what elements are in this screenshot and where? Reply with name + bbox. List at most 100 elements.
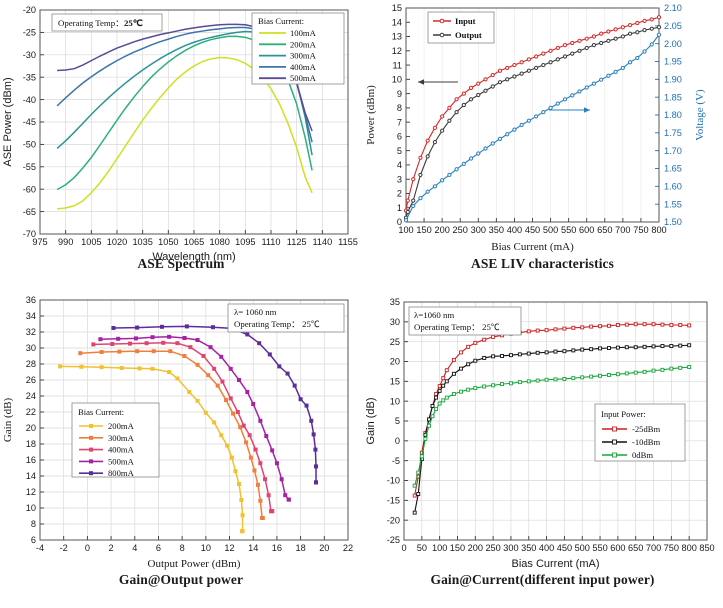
svg-text:16: 16 bbox=[26, 455, 36, 465]
svg-text:650: 650 bbox=[597, 225, 612, 235]
legend-label: 200mA bbox=[108, 421, 135, 431]
svg-text:-65: -65 bbox=[23, 207, 36, 217]
svg-text:700: 700 bbox=[646, 543, 661, 553]
svg-text:20: 20 bbox=[26, 423, 36, 433]
legend-label: -10dBm bbox=[632, 437, 660, 447]
svg-text:λ= 1060 nm: λ= 1060 nm bbox=[234, 307, 277, 317]
svg-text:0: 0 bbox=[395, 436, 400, 446]
svg-text:28: 28 bbox=[26, 359, 36, 369]
svg-text:13: 13 bbox=[392, 32, 402, 42]
svg-text:14: 14 bbox=[248, 543, 258, 553]
svg-text:150: 150 bbox=[416, 225, 431, 235]
svg-text:800: 800 bbox=[651, 225, 666, 235]
svg-text:15: 15 bbox=[392, 3, 402, 13]
svg-text:-30: -30 bbox=[23, 50, 36, 60]
svg-text:550: 550 bbox=[592, 543, 607, 553]
svg-text:350: 350 bbox=[521, 543, 536, 553]
svg-text:14: 14 bbox=[26, 471, 36, 481]
svg-text:1.75: 1.75 bbox=[664, 128, 682, 138]
legend-box bbox=[594, 403, 686, 462]
svg-text:-35: -35 bbox=[23, 72, 36, 82]
svg-text:-20: -20 bbox=[387, 515, 400, 525]
svg-text:250: 250 bbox=[453, 225, 468, 235]
svg-text:800: 800 bbox=[682, 543, 697, 553]
svg-text:250: 250 bbox=[485, 543, 500, 553]
svg-text:400: 400 bbox=[507, 225, 522, 235]
svg-text:Wavelength (nm): Wavelength (nm) bbox=[152, 251, 235, 263]
svg-text:550: 550 bbox=[561, 225, 576, 235]
svg-text:0: 0 bbox=[85, 543, 90, 553]
legend-box bbox=[427, 11, 495, 44]
svg-text:7: 7 bbox=[397, 117, 402, 127]
svg-text:600: 600 bbox=[610, 543, 625, 553]
svg-text:1125: 1125 bbox=[287, 237, 307, 247]
legend-label: 500mA bbox=[108, 456, 135, 466]
svg-text:6: 6 bbox=[156, 543, 161, 553]
svg-text:1080: 1080 bbox=[209, 237, 229, 247]
svg-text:6: 6 bbox=[397, 132, 402, 142]
legend-label: 300mA bbox=[290, 51, 317, 61]
svg-text:1005: 1005 bbox=[81, 237, 101, 247]
svg-text:Operating Temp：: Operating Temp： bbox=[58, 18, 124, 28]
svg-text:8: 8 bbox=[180, 543, 185, 553]
legend-box bbox=[251, 12, 345, 85]
svg-text:1.80: 1.80 bbox=[664, 110, 682, 120]
svg-text:450: 450 bbox=[557, 543, 572, 553]
svg-text:750: 750 bbox=[633, 225, 648, 235]
svg-text:2.10: 2.10 bbox=[664, 3, 682, 13]
conditions-annotation bbox=[227, 303, 345, 333]
legend-label: Output bbox=[455, 30, 482, 40]
conditions-annotation bbox=[408, 306, 522, 336]
legend-label: 300mA bbox=[108, 433, 135, 443]
svg-text:8: 8 bbox=[397, 103, 402, 113]
svg-text:2: 2 bbox=[109, 543, 114, 553]
svg-text:-45: -45 bbox=[23, 117, 36, 127]
svg-text:1155: 1155 bbox=[338, 237, 358, 247]
svg-text:1065: 1065 bbox=[184, 237, 204, 247]
caption-ase-liv: ASE LIV characteristics bbox=[470, 256, 615, 271]
svg-text:Gain (dB): Gain (dB) bbox=[365, 397, 377, 444]
svg-text:25℃: 25℃ bbox=[124, 18, 143, 28]
svg-text:400: 400 bbox=[539, 543, 554, 553]
svg-text:-25: -25 bbox=[387, 535, 400, 545]
svg-text:2.05: 2.05 bbox=[664, 21, 682, 31]
svg-text:1.50: 1.50 bbox=[664, 217, 682, 227]
svg-text:11: 11 bbox=[392, 60, 402, 70]
svg-text:1.95: 1.95 bbox=[664, 57, 682, 67]
svg-text:1035: 1035 bbox=[132, 237, 152, 247]
svg-text:ASE Power (dBm): ASE Power (dBm) bbox=[2, 77, 14, 166]
svg-text:Operating Temp： 25℃: Operating Temp： 25℃ bbox=[414, 322, 500, 332]
svg-text:10: 10 bbox=[26, 503, 36, 513]
ase-spectrum-plot: 975 990 1005 1020 1035 1050 1065 1080 1095 1110 11… bbox=[2, 5, 358, 263]
svg-text:1.65: 1.65 bbox=[664, 164, 682, 174]
svg-text:500: 500 bbox=[575, 543, 590, 553]
svg-text:24: 24 bbox=[26, 391, 36, 401]
series-400mA bbox=[93, 342, 273, 512]
legend-label: Input bbox=[455, 16, 476, 26]
svg-text:-60: -60 bbox=[23, 184, 36, 194]
svg-text:λ=1060 nm: λ=1060 nm bbox=[414, 310, 454, 320]
svg-text:1.70: 1.70 bbox=[664, 146, 682, 156]
svg-text:20: 20 bbox=[319, 543, 329, 553]
svg-text:-15: -15 bbox=[387, 496, 400, 506]
legend-box bbox=[71, 402, 160, 478]
svg-text:35: 35 bbox=[390, 297, 400, 307]
svg-text:990: 990 bbox=[58, 237, 73, 247]
svg-text:32: 32 bbox=[26, 327, 36, 337]
ase-liv-plot: 100 150 200 250 300 350 400 450 500 550 600 650 700 7… bbox=[365, 3, 706, 253]
svg-text:650: 650 bbox=[628, 543, 643, 553]
svg-text:14: 14 bbox=[392, 17, 402, 27]
svg-text:26: 26 bbox=[26, 375, 36, 385]
svg-text:4: 4 bbox=[397, 160, 402, 170]
svg-text:2.00: 2.00 bbox=[664, 39, 682, 49]
series-100mA bbox=[57, 56, 313, 210]
svg-text:-2: -2 bbox=[60, 543, 68, 553]
svg-text:0: 0 bbox=[397, 217, 402, 227]
legend-label: 200mA bbox=[290, 39, 317, 49]
svg-text:12: 12 bbox=[224, 543, 234, 553]
svg-text:10: 10 bbox=[390, 396, 400, 406]
panel-gain-current: 0 50 100 150 200 250 300 350 400 450 500 550 600 650 7… bbox=[362, 290, 723, 608]
svg-text:200: 200 bbox=[434, 225, 449, 235]
svg-text:600: 600 bbox=[579, 225, 594, 235]
